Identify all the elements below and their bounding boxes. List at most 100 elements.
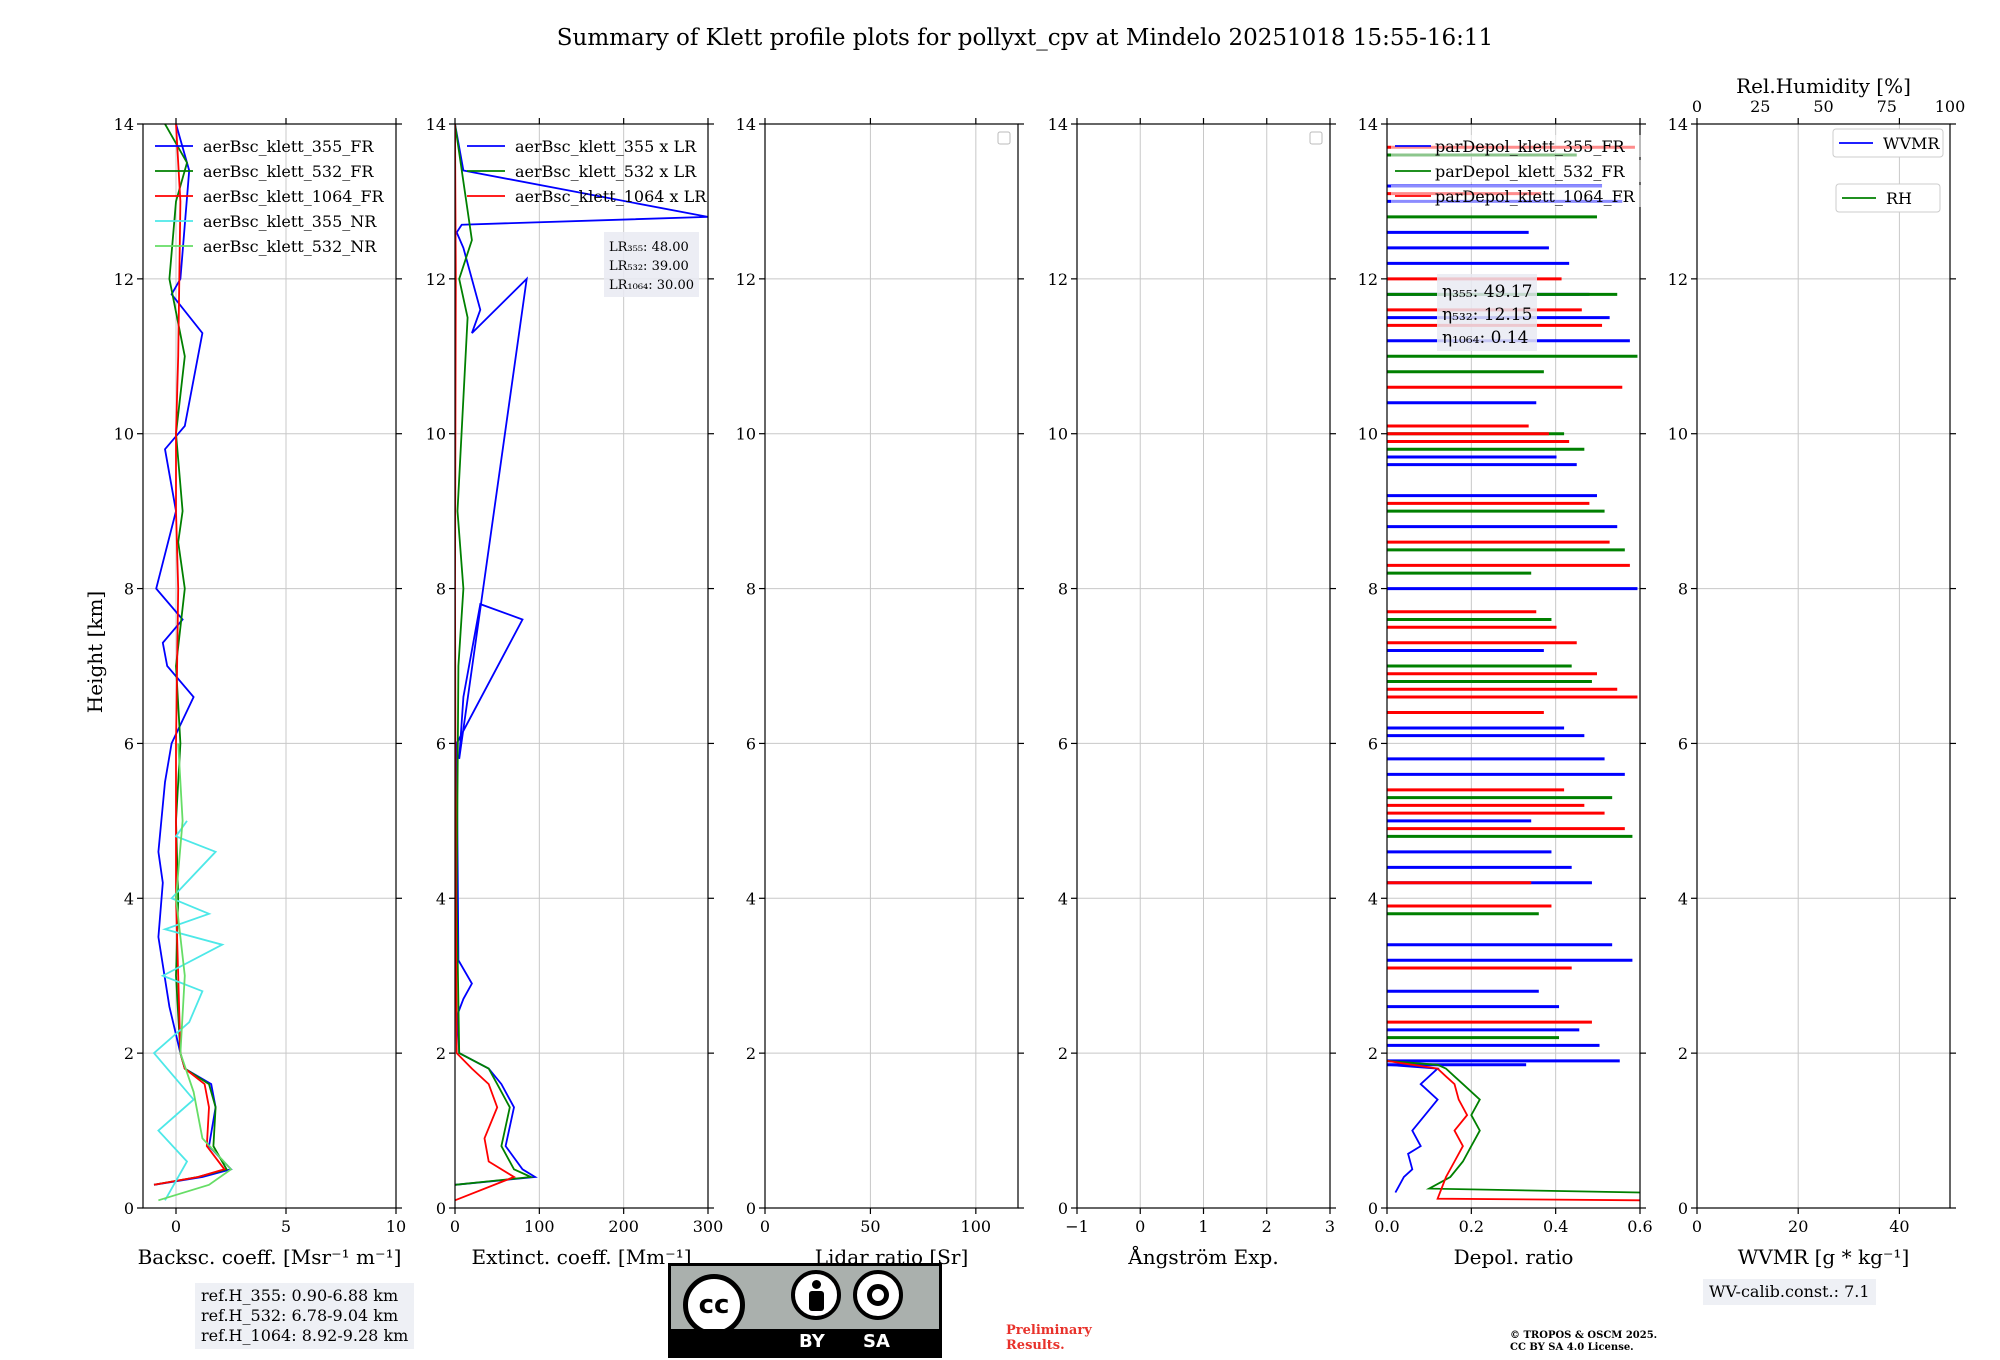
y-tick-label: 6 [1678, 734, 1688, 753]
x-tick-label: 0.6 [1627, 1217, 1652, 1236]
legend-label: aerBsc_klett_532_FR [203, 162, 374, 181]
legend-label: aerBsc_klett_532_NR [203, 237, 377, 256]
axes-frame [1386, 123, 1641, 1209]
y-tick-label: 2 [1678, 1044, 1688, 1063]
legend-bg [1391, 160, 1641, 182]
y-tick-label: 10 [426, 425, 446, 444]
y-tick-label: 4 [436, 889, 446, 908]
top-x-tick-label: 25 [1750, 97, 1770, 116]
x-tick-label: 5 [281, 1217, 291, 1236]
y-tick-label: 10 [1358, 425, 1378, 444]
by-person-icon [791, 1270, 841, 1320]
y-tick-label: 2 [1368, 1044, 1378, 1063]
legend-label: RH [1886, 189, 1912, 208]
x-tick-label: 0 [171, 1217, 181, 1236]
axes-frame [454, 123, 709, 1209]
y-tick-label: 10 [1048, 425, 1068, 444]
x-tick-label: 1 [1198, 1217, 1208, 1236]
y-tick-label: 12 [1048, 270, 1068, 289]
legend-label: parDepol_klett_532_FR [1435, 162, 1626, 181]
y-tick-label: 12 [1358, 270, 1378, 289]
cc-license-bar: BY SA [671, 1329, 939, 1355]
annotation-line: LR₅₃₂: 39.00 [609, 259, 689, 274]
annotation-box [1437, 274, 1537, 351]
x-tick-label: 20 [1788, 1217, 1808, 1236]
ref-heights-box: ref.H_355: 0.90-6.88 km ref.H_532: 6.78-… [195, 1283, 415, 1349]
y-tick-label: 0 [746, 1199, 756, 1218]
panel-backscatter: 0 2 4 6 8 10 12 14 0 5 10 Backsc. coeff. [Msr⁻¹ m⁻¹… [114, 115, 407, 1269]
data-area [152, 124, 233, 1202]
y-tick-label: 2 [124, 1044, 134, 1063]
y-tick-label: 6 [124, 734, 134, 753]
y-tick-label: 0 [1368, 1199, 1378, 1218]
x-axis-label: Depol. ratio [1454, 1245, 1574, 1269]
y-tick-label: 4 [124, 889, 134, 908]
y-tick-label: 0 [124, 1199, 134, 1218]
y-tick-label: 14 [114, 115, 134, 134]
copyright-note: © TROPOS & OSCM 2025. CC BY SA 4.0 Licen… [1510, 1330, 1657, 1354]
top-axis-label: Rel.Humidity [%] [1736, 74, 1911, 98]
copyright-line-2: CC BY SA 4.0 License. [1510, 1342, 1634, 1353]
y-tick-label: 8 [746, 580, 756, 599]
y-tick-label: 0 [1678, 1199, 1688, 1218]
x-tick-label: 0.2 [1459, 1217, 1484, 1236]
series-line-aerBsc_klett_532_NR [158, 743, 233, 1202]
annotation-line: LR₁₀₆₄: 30.00 [609, 278, 694, 293]
preliminary-note: Preliminary Results. [1006, 1323, 1092, 1353]
legend-label: aerBsc_klett_1064_FR [203, 187, 385, 206]
legend-label: aerBsc_klett_355_NR [203, 212, 377, 231]
legend-label: aerBsc_klett_532 x LR [515, 162, 697, 181]
x-tick-label: 0 [760, 1217, 770, 1236]
legend-box [1835, 183, 1941, 213]
empty-legend-box [997, 131, 1011, 145]
annotation-line: η₅₃₂: 12.15 [1442, 305, 1532, 325]
x-tick-label: 50 [860, 1217, 880, 1236]
series-line-parDepol_klett_1064_FR [1387, 1060, 1640, 1202]
series-line-aerBsc_klett_355_FR [153, 124, 233, 1186]
x-axis-label: Extinct. coeff. [Mm⁻¹] [471, 1245, 691, 1269]
legend-label: aerBsc_klett_355_FR [203, 137, 374, 156]
y-tick-label: 10 [1668, 425, 1688, 444]
top-x-tick-label: 75 [1877, 97, 1897, 116]
y-tick-label: 4 [1058, 889, 1068, 908]
y-tick-label: 8 [124, 580, 134, 599]
y-tick-label: 12 [114, 270, 134, 289]
x-tick-label: 0.0 [1374, 1217, 1399, 1236]
figure-title: Summary of Klett profile plots for polly… [557, 25, 1493, 51]
y-tick-label: 12 [426, 270, 446, 289]
y-tick-label: 8 [1368, 580, 1378, 599]
y-tick-label: 0 [1058, 1199, 1068, 1218]
axes-frame [142, 123, 397, 1209]
x-tick-label: 40 [1889, 1217, 1909, 1236]
y-tick-label: 8 [1678, 580, 1688, 599]
top-x-tick-label: 100 [1935, 97, 1966, 116]
preliminary-line-2: Results. [1006, 1338, 1065, 1353]
y-tick-label: 14 [426, 115, 446, 134]
y-tick-label: 14 [1358, 115, 1378, 134]
series-line-aerBsc_klett_355_NR [152, 820, 225, 1201]
x-tick-label: −1 [1065, 1217, 1089, 1236]
y-tick-label: 8 [436, 580, 446, 599]
y-tick-label: 6 [436, 734, 446, 753]
y-tick-label: 6 [746, 734, 756, 753]
license-by: BY [799, 1331, 825, 1352]
license-sa: SA [863, 1331, 890, 1352]
y-axis-label: Height [km] [83, 591, 107, 713]
cc-license-badge: cc BY SA [668, 1263, 942, 1358]
top-x-tick-label: 0 [1692, 97, 1702, 116]
x-tick-label: 200 [608, 1217, 639, 1236]
series-line-parDepol_klett_355_FR [1387, 1063, 1440, 1193]
panel-depol: 0 2 4 6 8 10 12 14 0.0 0.2 0.4 0.6 Depol. ratio parDe… [1358, 115, 1653, 1269]
x-tick-label: 2 [1262, 1217, 1272, 1236]
y-tick-label: 4 [746, 889, 756, 908]
series-line-aerBsc_klett_532 x LR [455, 124, 535, 1186]
series-line-aerBsc_klett_1064 x LR [455, 124, 517, 1202]
legend-label: parDepol_klett_1064_FR [1435, 187, 1636, 206]
series-line-parDepol_klett_532_FR [1387, 1060, 1640, 1194]
x-tick-label: 10 [386, 1217, 406, 1236]
y-tick-label: 14 [1048, 115, 1068, 134]
x-tick-label: 300 [693, 1217, 724, 1236]
x-tick-label: 100 [961, 1217, 992, 1236]
